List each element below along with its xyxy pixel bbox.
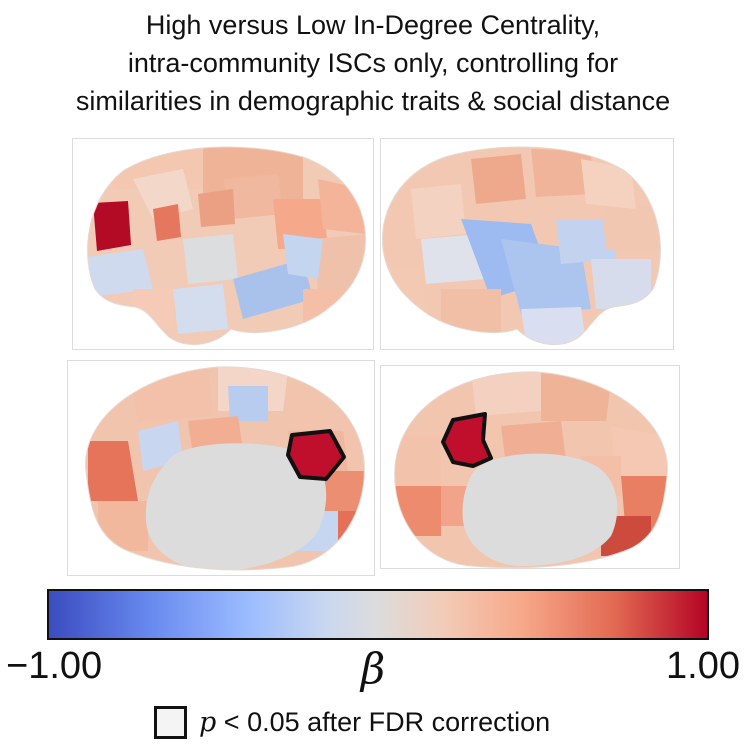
legend-text: < 0.05 after FDR correction (216, 706, 551, 737)
figure-title: High versus Low In-Degree Centrality, in… (0, 6, 746, 120)
legend-p-symbol: p (199, 706, 217, 738)
legend-label: p < 0.05 after FDR correction (199, 707, 550, 738)
title-line-1: High versus Low In-Degree Centrality, (145, 10, 601, 40)
title-line-2: intra-community ISCs only, controlling f… (127, 48, 619, 78)
significance-legend: p < 0.05 after FDR correction (154, 702, 550, 742)
colorbar-symbol: β (360, 644, 386, 693)
colorbar-min-label: −1.00 (6, 645, 103, 687)
legend-outline-swatch (154, 705, 187, 739)
brain-panel-left-lateral (72, 138, 374, 350)
brain-panel-right-medial (380, 365, 680, 569)
brain-panel-right-lateral (380, 138, 674, 350)
colorbar (47, 589, 709, 640)
brain-panel-left-medial (67, 360, 375, 576)
title-line-3: similarities in demographic traits & soc… (75, 86, 671, 116)
colorbar-max-label: 1.00 (666, 645, 740, 687)
